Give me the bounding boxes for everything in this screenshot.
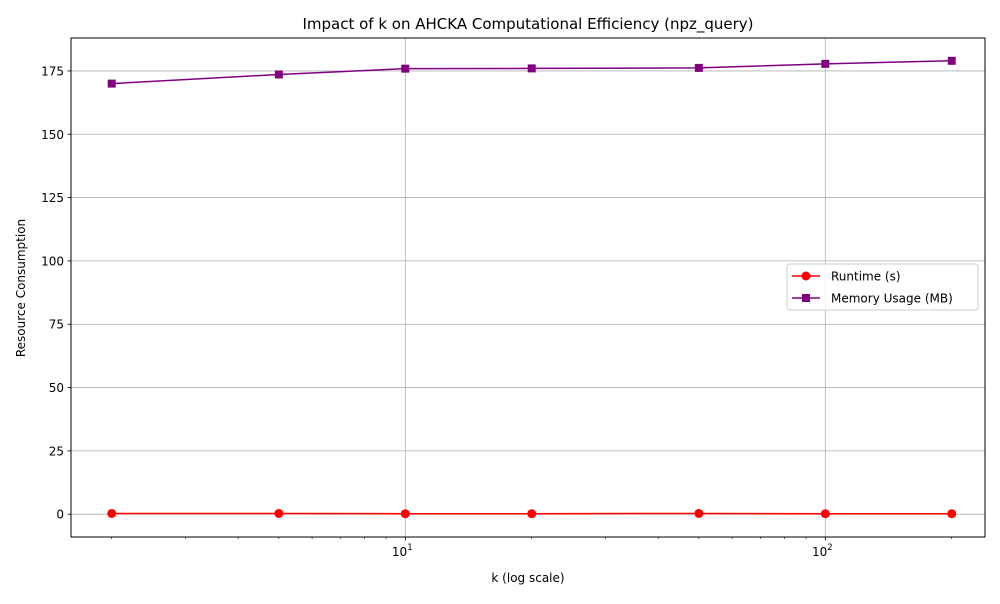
data-point [401, 509, 410, 518]
y-tick-label: 125 [41, 191, 64, 205]
data-point [821, 60, 829, 68]
y-tick-label: 25 [49, 444, 64, 458]
data-point [401, 65, 409, 73]
data-point [947, 509, 956, 518]
legend-marker [802, 272, 811, 281]
data-point [527, 509, 536, 518]
y-tick-label: 175 [41, 64, 64, 78]
data-point [694, 509, 703, 518]
y-tick-label: 50 [49, 381, 64, 395]
y-tick-label: 100 [41, 254, 64, 268]
axes: 0 25 50 75 100 125 150 175 101 102 [41, 64, 952, 559]
legend: Runtime (s) Memory Usage (MB) [787, 264, 978, 310]
legend-label: Memory Usage (MB) [831, 292, 953, 306]
x-axis-label: k (log scale) [491, 571, 564, 585]
data-point [821, 509, 830, 518]
x-tick-label: 101 [392, 543, 413, 559]
legend-label: Runtime (s) [831, 270, 901, 284]
x-tick-label: 102 [812, 543, 833, 559]
data-point [107, 509, 116, 518]
data-point [695, 64, 703, 72]
data-point [948, 57, 956, 65]
data-point [274, 509, 283, 518]
data-point [275, 70, 283, 78]
chart-title: Impact of k on AHCKA Computational Effic… [302, 15, 753, 34]
legend-marker [802, 294, 810, 302]
y-tick-label: 150 [41, 128, 64, 142]
data-point [108, 80, 116, 88]
y-tick-label: 75 [49, 318, 64, 332]
y-tick-label: 0 [56, 508, 64, 522]
y-axis-label: Resource Consumption [14, 219, 28, 357]
data-point [528, 64, 536, 72]
